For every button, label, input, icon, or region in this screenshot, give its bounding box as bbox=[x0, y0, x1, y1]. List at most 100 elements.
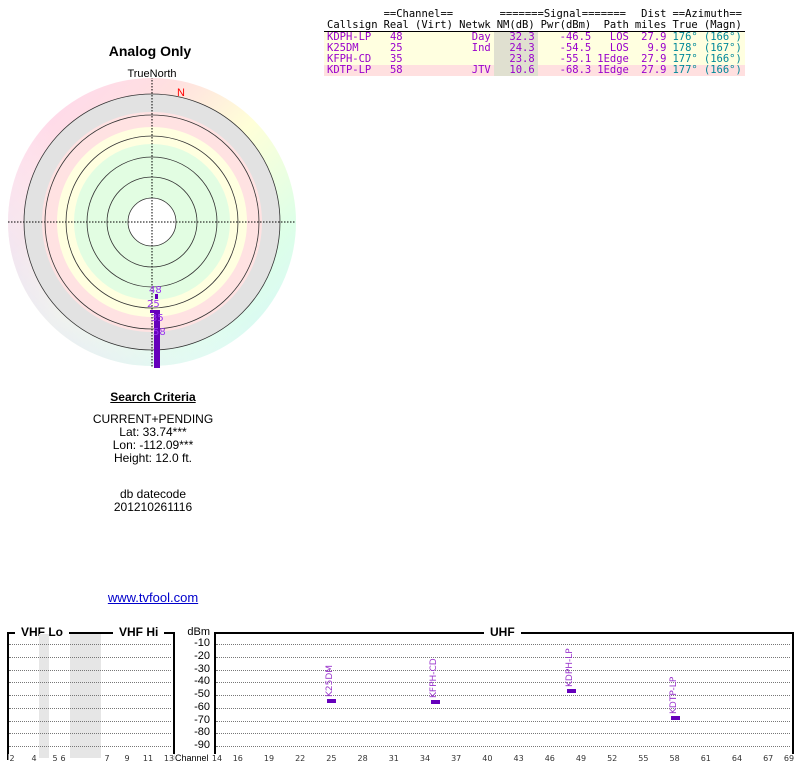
tvfool-link[interactable]: www.tvfool.com bbox=[107, 590, 199, 605]
vhf-channel-tick: 13 bbox=[162, 754, 176, 763]
gridline bbox=[216, 707, 790, 709]
col-real: Real bbox=[383, 19, 409, 31]
polar-marker-58: 58 bbox=[153, 327, 166, 338]
cell-path: LOS bbox=[609, 42, 629, 54]
station-label: KDTP-LP bbox=[668, 677, 679, 715]
cell-true: 178° bbox=[672, 42, 698, 54]
cell-real: 58 bbox=[389, 64, 403, 76]
cell-magn: (166°) bbox=[703, 31, 742, 43]
cell-dist: 27.9 bbox=[641, 64, 667, 76]
gridline bbox=[9, 644, 171, 645]
uhf-channel-tick: 25 bbox=[325, 754, 338, 763]
dbm-tick: -70 bbox=[194, 713, 210, 726]
gridline bbox=[216, 669, 790, 671]
table-row: KFPH-CD 35 23.8 -55.1 1Edge 27.9 177° (166°) bbox=[324, 53, 746, 65]
cell-callsign: K25DM bbox=[327, 42, 359, 54]
dbm-tick: -60 bbox=[194, 700, 210, 713]
criteria-lon: Lon: -112.09*** bbox=[112, 438, 194, 452]
cell-nm: 10.6 bbox=[493, 65, 538, 76]
cell-dist: 27.9 bbox=[641, 31, 667, 43]
cell-virt bbox=[412, 32, 456, 44]
uhf-channel-tick: 40 bbox=[481, 754, 494, 763]
criteria-lat: Lat: 33.74*** bbox=[119, 425, 187, 439]
cell-path: 1Edge bbox=[597, 64, 629, 76]
gridline bbox=[216, 695, 790, 696]
uhf-channel-tick: 28 bbox=[356, 754, 369, 763]
db-datecode-label: db datecode bbox=[119, 487, 187, 501]
channel-axis-label: Channel bbox=[175, 753, 209, 763]
uhf-channel-tick: 16 bbox=[231, 754, 244, 763]
cell-dist: 27.9 bbox=[641, 53, 667, 65]
cell-nm: 24.3 bbox=[493, 43, 538, 54]
gridline bbox=[9, 669, 171, 671]
cell-virt bbox=[412, 65, 456, 76]
gridline bbox=[216, 746, 790, 747]
station-marker-kfph-cd bbox=[431, 699, 441, 704]
col-true: True bbox=[672, 19, 698, 31]
gridline bbox=[9, 695, 171, 696]
cell-virt bbox=[412, 43, 456, 54]
polar-plot: N 48 25 35 58 bbox=[8, 78, 296, 368]
cell-true: 177° bbox=[672, 53, 698, 65]
channel-group-header: ==Channel== bbox=[383, 8, 454, 20]
cell-callsign: KFPH-CD bbox=[327, 53, 372, 65]
col-pwr: Pwr(dBm) bbox=[540, 19, 592, 31]
col-virt: (Virt) bbox=[415, 19, 453, 31]
cell-netwk: JTV bbox=[471, 64, 491, 76]
uhf-channel-tick: 58 bbox=[668, 754, 681, 763]
station-label: KFPH-CD bbox=[429, 657, 440, 698]
table-row: KDTP-LP 58 JTV 10.6 -68.3 1Edge 27.9 177° (166°) bbox=[324, 64, 746, 76]
vhf-channel-tick: 9 bbox=[123, 754, 131, 763]
search-criteria-heading: Search Criteria bbox=[110, 390, 196, 404]
col-netwk: Netwk bbox=[459, 19, 491, 31]
true-north-label: TrueNorth bbox=[127, 68, 177, 80]
uhf-channel-tick: 49 bbox=[574, 754, 588, 763]
col-magn: (Magn) bbox=[703, 19, 742, 31]
cell-virt bbox=[412, 54, 456, 65]
dbm-tick: -20 bbox=[194, 649, 210, 662]
station-marker-kdph-lp bbox=[566, 688, 576, 693]
cell-netwk: Ind bbox=[471, 42, 491, 54]
uhf-channel-tick: 14 bbox=[210, 754, 224, 763]
cell-pwr: -54.5 bbox=[559, 42, 592, 54]
cell-callsign: KDTP-LP bbox=[327, 64, 372, 76]
uhf-channel-tick: 22 bbox=[294, 754, 307, 763]
uhf-channel-tick: 64 bbox=[730, 754, 744, 763]
dbm-tick: -90 bbox=[194, 739, 210, 751]
uhf-channel-tick: 31 bbox=[387, 754, 400, 763]
azimuth-group-header: ==Azimuth== bbox=[672, 8, 743, 20]
cell-pwr: -55.1 bbox=[559, 53, 592, 65]
uhf-channel-tick: 55 bbox=[637, 754, 650, 763]
cell-dist: 9.9 bbox=[647, 42, 667, 54]
station-bars bbox=[154, 310, 160, 368]
dist-group-header: Dist bbox=[641, 8, 667, 20]
gridline bbox=[9, 707, 171, 709]
station-table: ==Channel== =======Signal======= Dist ==Azi… bbox=[324, 8, 746, 76]
dbm-tick: -30 bbox=[194, 662, 210, 675]
col-callsign: Callsign bbox=[327, 19, 378, 31]
gridline bbox=[216, 733, 790, 735]
uhf-panel: UHF bbox=[214, 625, 794, 760]
polar-title: Analog Only bbox=[108, 43, 192, 59]
gridline bbox=[9, 720, 171, 722]
uhf-channel-tick: 61 bbox=[699, 754, 712, 763]
uhf-channel-tick: 37 bbox=[450, 754, 463, 763]
vhf-channel-tick: 5 bbox=[51, 754, 59, 763]
cell-real: 25 bbox=[389, 42, 403, 54]
gridline bbox=[9, 746, 171, 747]
gridline bbox=[9, 656, 171, 658]
cell-nm: 23.8 bbox=[493, 54, 538, 65]
col-miles: miles bbox=[634, 19, 667, 31]
cell-path: LOS bbox=[609, 31, 629, 43]
cell-pwr: -68.3 bbox=[559, 64, 592, 76]
table-row: KDPH-LP 48 Day 32.3 -46.5 LOS 27.9 176° (166°) bbox=[324, 31, 746, 44]
cell-magn: (167°) bbox=[703, 42, 742, 54]
vhf-panel: VHF Lo VHF Hi bbox=[7, 625, 175, 760]
gridline bbox=[216, 656, 790, 658]
cell-pwr: -46.5 bbox=[559, 31, 592, 43]
cell-netwk: Day bbox=[471, 31, 491, 43]
station-marker-k25dm bbox=[327, 698, 337, 703]
polar-marker-25: 25 bbox=[147, 299, 160, 310]
gridline bbox=[216, 644, 790, 645]
uhf-channel-tick: 43 bbox=[512, 754, 525, 763]
